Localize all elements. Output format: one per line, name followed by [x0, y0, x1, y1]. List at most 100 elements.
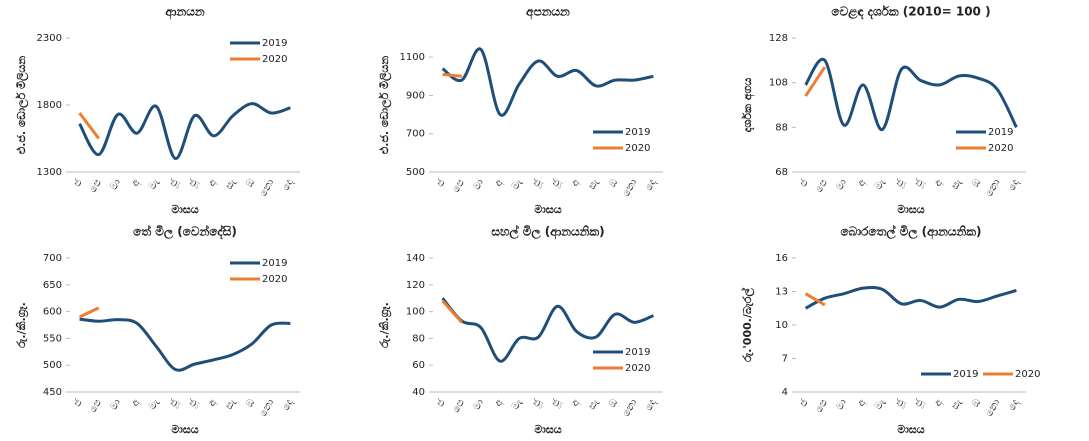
series-line: [804, 292, 826, 307]
series-line: [804, 66, 827, 97]
x-tick-label: ඔ: [970, 177, 984, 189]
x-tick-label: සැ: [950, 177, 965, 191]
legend-label: 2019: [953, 369, 978, 380]
x-tick-label: ඔ: [244, 397, 258, 409]
x-tick-label: නො: [258, 398, 277, 419]
y-tick-label: 120: [406, 280, 425, 291]
chart-title: අපනයන: [526, 5, 570, 20]
chart-title: සහල් මිල (ආනයනික): [491, 224, 604, 240]
x-tick-label: මා: [834, 178, 849, 193]
x-tick-label: ඔ: [607, 397, 621, 409]
x-tick-label: අ: [130, 398, 143, 409]
x-tick-label: මැ: [147, 177, 162, 191]
x-tick-label: මා: [834, 398, 849, 413]
legend-label: 2019: [625, 347, 650, 358]
x-tick-label: සැ: [587, 397, 602, 411]
y-tick-label: 88: [775, 122, 788, 133]
y-tick-label: 600: [43, 307, 62, 318]
x-axis-label: මාසය: [534, 423, 561, 436]
x-tick-label: අ: [569, 398, 582, 409]
x-tick-label: මැ: [873, 397, 888, 411]
x-tick-label: මා: [471, 178, 486, 193]
x-tick-label: දෙ: [1006, 177, 1021, 193]
x-tick-label: අ: [569, 178, 582, 189]
chart-title: ආනයන: [165, 5, 204, 20]
chart-title: බොරතෙල් මිල (ආනයනික): [840, 224, 981, 240]
legend-label: 2020: [1015, 369, 1040, 380]
y-tick-label: 40: [412, 387, 425, 398]
x-tick-label: අ: [493, 398, 506, 409]
x-tick-label: අ: [130, 178, 143, 189]
y-tick-label: 68: [775, 167, 788, 178]
y-tick-label: 4: [782, 387, 788, 398]
x-tick-label: අ: [932, 178, 945, 189]
x-tick-label: සැ: [224, 177, 239, 191]
x-tick-label: දෙ: [643, 177, 658, 193]
y-tick-label: 140: [406, 253, 425, 264]
x-tick-label: ජූ: [894, 177, 907, 189]
x-tick-label: පෙ: [451, 177, 467, 194]
chart-title: වෙළඳ දර්ශක (2010= 100 ): [831, 5, 990, 21]
series-line: [441, 297, 654, 363]
legend-label: 2020: [262, 54, 287, 65]
x-tick-label: නො: [621, 398, 640, 419]
x-tick-label: නො: [621, 178, 640, 199]
y-tick-label: 2300: [37, 33, 62, 44]
chart-title: තේ මිල (වෙන්දේසි): [133, 224, 237, 240]
legend-label: 2019: [988, 127, 1013, 138]
x-tick-label: ජ: [72, 397, 85, 409]
x-tick-label: පෙ: [814, 177, 830, 194]
x-tick-label: දෙ: [643, 397, 658, 413]
x-tick-label: මැ: [147, 397, 162, 411]
x-tick-label: සැ: [950, 397, 965, 411]
x-tick-label: ජූ: [168, 397, 181, 409]
x-tick-label: අ: [493, 178, 506, 189]
x-tick-label: මා: [108, 398, 123, 413]
legend-label: 2020: [988, 143, 1013, 154]
x-tick-label: ජූ: [531, 177, 544, 189]
y-axis-label: රු.'000./බැරල්: [740, 287, 756, 362]
x-tick-label: ජ: [72, 177, 85, 189]
y-tick-label: 900: [406, 90, 425, 101]
x-tick-label: සැ: [224, 397, 239, 411]
x-axis-label: මාසය: [897, 203, 924, 216]
x-tick-label: නො: [258, 178, 277, 199]
y-tick-label: 700: [43, 253, 62, 264]
x-tick-label: මැ: [873, 177, 888, 191]
series-line: [441, 47, 654, 117]
series-line: [78, 112, 100, 140]
x-tick-label: ජූ: [531, 397, 544, 409]
series-line: [441, 299, 463, 324]
x-tick-label: දෙ: [280, 397, 295, 413]
y-tick-label: 650: [43, 280, 62, 291]
x-tick-label: මා: [471, 398, 486, 413]
y-tick-label: 550: [43, 333, 62, 344]
legend-label: 2020: [625, 143, 650, 154]
x-tick-label: ජූ: [913, 177, 926, 189]
y-tick-label: 108: [769, 78, 788, 89]
x-tick-label: මැ: [510, 397, 525, 411]
legend-label: 2020: [625, 363, 650, 374]
x-tick-label: ජූ: [550, 177, 563, 189]
x-tick-label: ජූ: [187, 177, 200, 189]
y-tick-label: 128: [769, 33, 788, 44]
x-axis-label: මාසය: [171, 203, 198, 216]
x-tick-label: ජ: [798, 177, 811, 189]
y-axis-label: රු./කි.ග්‍රෑ.: [378, 302, 392, 348]
x-tick-label: ජූ: [894, 397, 907, 409]
y-tick-label: 1100: [400, 52, 425, 63]
y-tick-label: 13: [775, 287, 788, 298]
series-line: [442, 72, 462, 78]
x-tick-label: අ: [856, 178, 869, 189]
legend-label: 2019: [262, 258, 287, 269]
x-tick-label: අ: [856, 398, 869, 409]
x-tick-label: ජ: [798, 397, 811, 409]
y-tick-label: 100: [406, 307, 425, 318]
x-tick-label: සැ: [587, 177, 602, 191]
x-tick-label: පෙ: [451, 397, 467, 414]
y-tick-label: 7: [782, 354, 788, 365]
x-tick-label: අ: [206, 178, 219, 189]
y-axis-label: එ.ජ. ඩොලර් මිලියන: [14, 56, 30, 154]
